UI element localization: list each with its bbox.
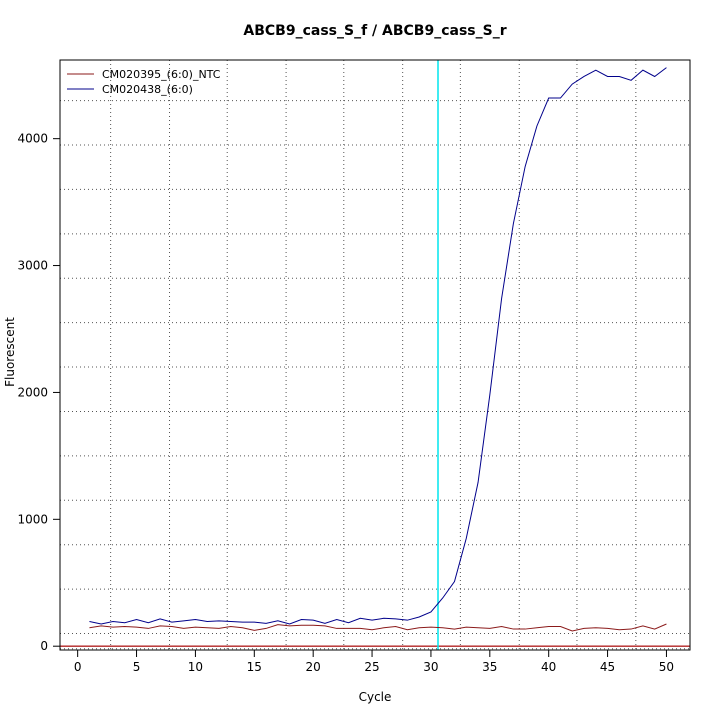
series-line-0 — [89, 623, 667, 632]
y-axis-title: Fluorescent — [3, 317, 17, 387]
x-tick-label-15: 15 — [247, 660, 262, 674]
grid — [60, 60, 690, 650]
x-tick-label-35: 35 — [482, 660, 497, 674]
y-tick-label-4000: 4000 — [17, 132, 48, 146]
x-tick-label-40: 40 — [541, 660, 556, 674]
x-tick-label-30: 30 — [423, 660, 438, 674]
x-axis-title: Cycle — [359, 690, 392, 704]
series-line-1 — [89, 67, 667, 625]
y-tick-label-1000: 1000 — [17, 512, 48, 526]
reference-lines — [60, 60, 690, 650]
legend-label-0: CM020395_(6:0)_NTC — [102, 68, 221, 81]
legend: CM020395_(6:0)_NTC CM020438_(6:0) — [67, 68, 221, 96]
y-tick-label-2000: 2000 — [17, 385, 48, 399]
x-tick-label-20: 20 — [306, 660, 321, 674]
chart-title: ABCB9_cass_S_f / ABCB9_cass_S_r — [243, 23, 506, 39]
x-tick-label-25: 25 — [364, 660, 379, 674]
legend-label-1: CM020438_(6:0) — [102, 83, 193, 96]
axes: 0 5 10 15 20 25 30 35 40 45 50 0 1000 2000 3000 4000 — [17, 132, 674, 674]
x-tick-label-45: 45 — [600, 660, 615, 674]
x-tick-label-50: 50 — [659, 660, 674, 674]
x-tick-label-10: 10 — [188, 660, 203, 674]
x-tick-label-5: 5 — [133, 660, 141, 674]
y-tick-label-3000: 3000 — [17, 259, 48, 273]
x-tick-label-0: 0 — [74, 660, 82, 674]
series-lines — [89, 67, 667, 632]
plot-frame — [59, 59, 691, 651]
y-tick-label-0: 0 — [40, 639, 48, 653]
